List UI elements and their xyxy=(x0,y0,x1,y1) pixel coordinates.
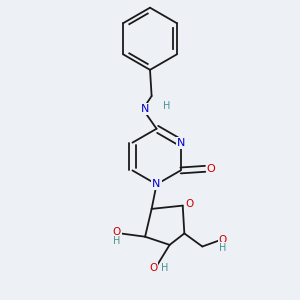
Text: O: O xyxy=(112,227,121,237)
Text: H: H xyxy=(161,263,168,273)
Text: N: N xyxy=(152,179,161,189)
Text: H: H xyxy=(219,243,226,253)
Text: N: N xyxy=(141,104,149,114)
Text: O: O xyxy=(185,199,194,209)
Text: O: O xyxy=(218,235,227,244)
Text: O: O xyxy=(207,164,215,174)
Text: H: H xyxy=(163,101,170,111)
Text: O: O xyxy=(149,263,158,273)
Text: H: H xyxy=(113,236,120,246)
Text: N: N xyxy=(176,138,185,148)
